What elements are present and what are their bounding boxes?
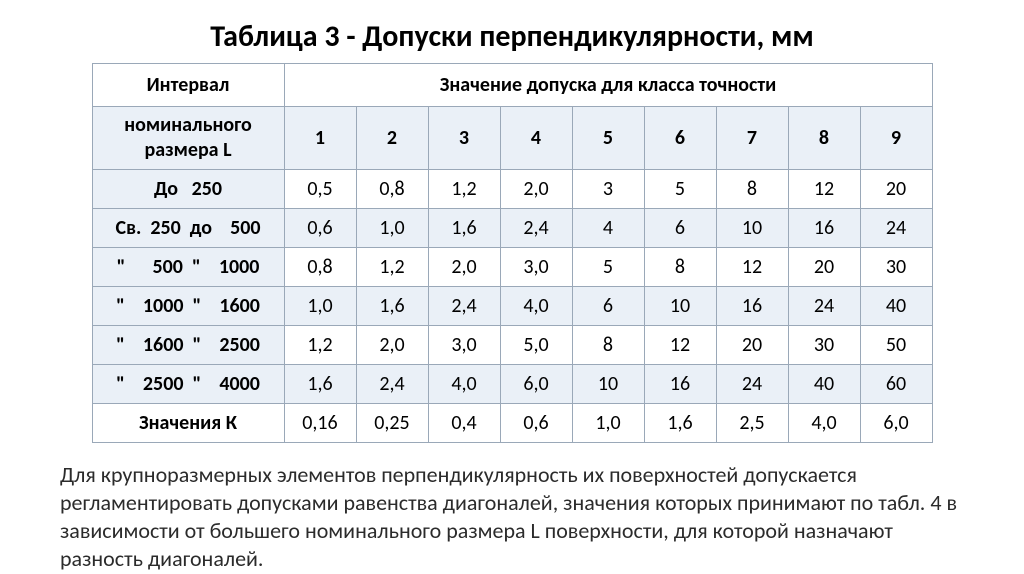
cell: 24 <box>788 287 860 326</box>
class-col: 4 <box>500 107 572 170</box>
class-col: 2 <box>356 107 428 170</box>
row-label: " 1600 " 2500 <box>92 326 284 365</box>
cell: 3 <box>572 170 644 209</box>
cell: 4,0 <box>788 404 860 443</box>
class-col: 6 <box>644 107 716 170</box>
cell: 40 <box>860 287 932 326</box>
cell: 30 <box>860 248 932 287</box>
class-col: 5 <box>572 107 644 170</box>
cell: 0,16 <box>284 404 356 443</box>
cell: 4 <box>572 209 644 248</box>
cell: 6,0 <box>860 404 932 443</box>
tolerance-table: Интервал Значение допуска для класса точ… <box>92 63 933 443</box>
cell: 6 <box>572 287 644 326</box>
cell: 1,2 <box>284 326 356 365</box>
cell: 1,0 <box>356 209 428 248</box>
cell: 12 <box>644 326 716 365</box>
cell: 0,25 <box>356 404 428 443</box>
cell: 16 <box>644 365 716 404</box>
header-span: Значение допуска для класса точности <box>284 64 932 107</box>
cell: 4,0 <box>500 287 572 326</box>
cell: 2,4 <box>500 209 572 248</box>
cell: 8 <box>716 170 788 209</box>
cell: 2,4 <box>356 365 428 404</box>
cell: 0,6 <box>284 209 356 248</box>
class-col: 9 <box>860 107 932 170</box>
explanatory-paragraph: Для крупноразмерных элементов перпендику… <box>60 461 964 574</box>
cell: 1,6 <box>644 404 716 443</box>
cell: 3,0 <box>500 248 572 287</box>
row-label: Значения К <box>92 404 284 443</box>
cell: 10 <box>644 287 716 326</box>
header-interval: Интервал <box>92 64 284 107</box>
cell: 1,2 <box>356 248 428 287</box>
cell: 5 <box>644 170 716 209</box>
row-label: До 250 <box>92 170 284 209</box>
cell: 24 <box>716 365 788 404</box>
cell: 1,6 <box>356 287 428 326</box>
row-label: " 1000 " 1600 <box>92 287 284 326</box>
cell: 16 <box>788 209 860 248</box>
cell: 2,0 <box>356 326 428 365</box>
cell: 8 <box>644 248 716 287</box>
class-col: 3 <box>428 107 500 170</box>
cell: 1,6 <box>284 365 356 404</box>
cell: 8 <box>572 326 644 365</box>
cell: 30 <box>788 326 860 365</box>
cell: 0,6 <box>500 404 572 443</box>
table-row: " 1600 " 2500 1,2 2,0 3,0 5,0 8 12 20 30… <box>92 326 932 365</box>
cell: 24 <box>860 209 932 248</box>
cell: 6 <box>644 209 716 248</box>
cell: 60 <box>860 365 932 404</box>
cell: 40 <box>788 365 860 404</box>
row-label: Св. 250 до 500 <box>92 209 284 248</box>
cell: 5,0 <box>500 326 572 365</box>
subheader-interval: номинального размера L <box>92 107 284 170</box>
class-col: 7 <box>716 107 788 170</box>
cell: 0,5 <box>284 170 356 209</box>
class-col: 8 <box>788 107 860 170</box>
table-row: " 1000 " 1600 1,0 1,6 2,4 4,0 6 10 16 24… <box>92 287 932 326</box>
cell: 2,4 <box>428 287 500 326</box>
cell: 0,4 <box>428 404 500 443</box>
cell: 1,6 <box>428 209 500 248</box>
table-row: " 500 " 1000 0,8 1,2 2,0 3,0 5 8 12 20 3… <box>92 248 932 287</box>
class-col: 1 <box>284 107 356 170</box>
row-label: " 500 " 1000 <box>92 248 284 287</box>
page-title: Таблица 3 - Допуски перпендикулярности, … <box>60 18 964 55</box>
cell: 20 <box>788 248 860 287</box>
cell: 2,0 <box>500 170 572 209</box>
table-row: До 250 0,5 0,8 1,2 2,0 3 5 8 12 20 <box>92 170 932 209</box>
cell: 20 <box>716 326 788 365</box>
cell: 12 <box>788 170 860 209</box>
row-label: " 2500 " 4000 <box>92 365 284 404</box>
cell: 0,8 <box>356 170 428 209</box>
table-row: " 2500 " 4000 1,6 2,4 4,0 6,0 10 16 24 4… <box>92 365 932 404</box>
cell: 6,0 <box>500 365 572 404</box>
cell: 2,0 <box>428 248 500 287</box>
cell: 20 <box>860 170 932 209</box>
subheader-interval-line2: размера L <box>144 138 231 162</box>
cell: 0,8 <box>284 248 356 287</box>
cell: 10 <box>716 209 788 248</box>
cell: 12 <box>716 248 788 287</box>
cell: 1,2 <box>428 170 500 209</box>
subheader-interval-line1: номинального <box>124 113 252 137</box>
cell: 2,5 <box>716 404 788 443</box>
table-row: Значения К 0,16 0,25 0,4 0,6 1,0 1,6 2,5… <box>92 404 932 443</box>
table-row: Св. 250 до 500 0,6 1,0 1,6 2,4 4 6 10 16… <box>92 209 932 248</box>
cell: 3,0 <box>428 326 500 365</box>
cell: 50 <box>860 326 932 365</box>
cell: 4,0 <box>428 365 500 404</box>
cell: 10 <box>572 365 644 404</box>
cell: 1,0 <box>572 404 644 443</box>
cell: 5 <box>572 248 644 287</box>
cell: 1,0 <box>284 287 356 326</box>
cell: 16 <box>716 287 788 326</box>
